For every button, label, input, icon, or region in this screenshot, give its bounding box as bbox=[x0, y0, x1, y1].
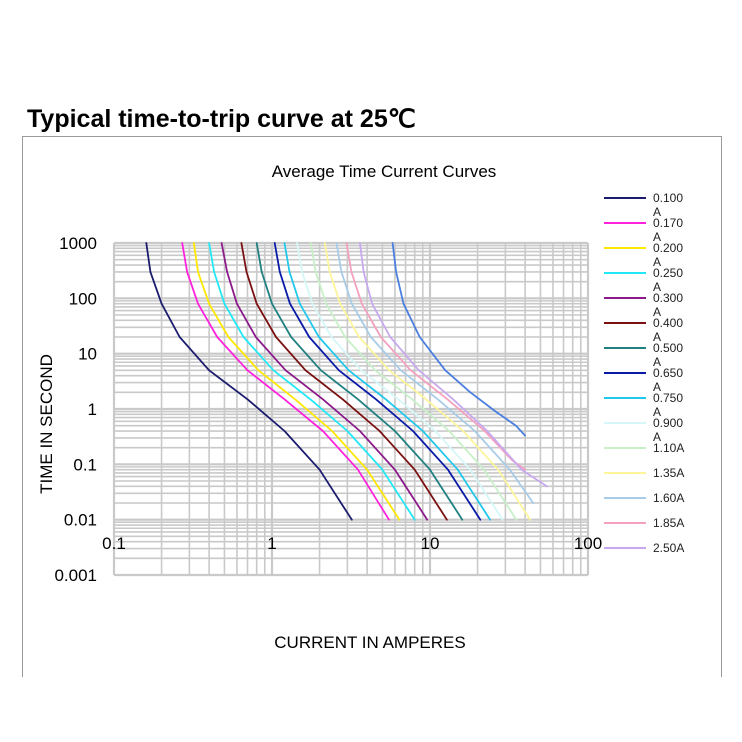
series-curve bbox=[240, 242, 448, 521]
page-heading: Typical time-to-trip curve at 25℃ bbox=[27, 105, 416, 133]
series-curve bbox=[283, 242, 492, 521]
legend-label: 0.900 A bbox=[653, 416, 683, 444]
legend-label: 0.500 A bbox=[653, 341, 683, 369]
legend-label: 0.250 A bbox=[653, 266, 683, 294]
y-tick-label: 10 bbox=[78, 345, 97, 364]
series-curve bbox=[296, 242, 504, 521]
legend-label: 2.50A bbox=[653, 541, 684, 555]
legend-label: 0.750 A bbox=[653, 391, 683, 419]
legend-label: 1.60A bbox=[653, 491, 684, 505]
legend-label: 1.85A bbox=[653, 516, 684, 530]
series-curve bbox=[181, 242, 390, 521]
legend: 0.100 A0.170 A0.200 A0.250 A0.300 A0.400 A0.50… bbox=[604, 191, 684, 555]
y-tick-label: 0.1 bbox=[73, 455, 97, 474]
y-tick-label: 0.01 bbox=[64, 511, 97, 530]
curve-series bbox=[145, 242, 548, 521]
series-curve bbox=[323, 242, 531, 521]
series-curve bbox=[220, 242, 429, 521]
x-tick-label: 10 bbox=[421, 534, 440, 553]
series-curve bbox=[273, 242, 482, 521]
legend-label: 0.650 A bbox=[653, 366, 683, 394]
x-tick-label: 1 bbox=[267, 534, 276, 553]
series-curve bbox=[145, 242, 353, 521]
x-tick-label: 0.1 bbox=[102, 534, 126, 553]
series-curve bbox=[192, 242, 401, 521]
chart-title: Average Time Current Curves bbox=[272, 162, 497, 181]
series-curve bbox=[309, 242, 518, 521]
y-axis-ticks: 1000 100 10 1 0.1 0.01 0.001 bbox=[54, 234, 97, 585]
series-curve bbox=[208, 242, 416, 521]
y-tick-label: 1 bbox=[88, 400, 97, 419]
x-axis-ticks: 0.1 1 10 100 bbox=[102, 534, 602, 553]
y-tick-label: 100 bbox=[69, 289, 97, 308]
grid-lines bbox=[112, 241, 590, 577]
legend-label: 0.400 A bbox=[653, 316, 683, 344]
legend-label: 0.100 A bbox=[653, 191, 683, 219]
legend-label: 0.300 A bbox=[653, 291, 683, 319]
series-curve bbox=[358, 242, 548, 488]
legend-label: 0.170 A bbox=[653, 216, 683, 244]
chart-frame bbox=[22, 136, 722, 677]
y-tick-label: 0.001 bbox=[54, 566, 97, 585]
y-axis-title: TIME IN SECOND bbox=[37, 354, 56, 494]
y-tick-label: 1000 bbox=[59, 234, 97, 253]
legend-label: 0.200 A bbox=[653, 241, 683, 269]
series-curve bbox=[345, 242, 526, 471]
legend-label: 1.10A bbox=[653, 441, 684, 455]
series-curve bbox=[255, 242, 464, 521]
x-axis-title: CURRENT IN AMPERES bbox=[274, 633, 465, 652]
legend-label: 1.35A bbox=[653, 466, 684, 480]
series-curve bbox=[391, 242, 526, 437]
series-curve bbox=[335, 242, 535, 504]
x-tick-label: 100 bbox=[574, 534, 602, 553]
